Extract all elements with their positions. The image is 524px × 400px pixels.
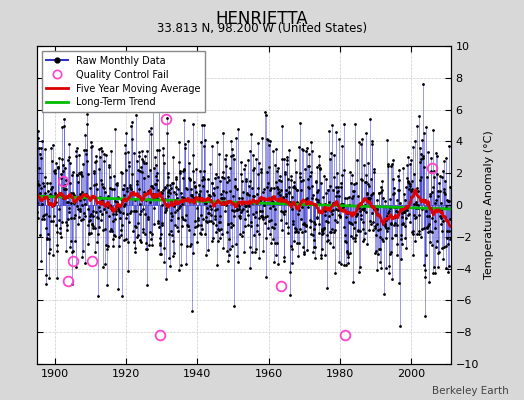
Y-axis label: Temperature Anomaly (°C): Temperature Anomaly (°C)	[484, 131, 495, 279]
Text: Berkeley Earth: Berkeley Earth	[432, 386, 508, 396]
Text: HENRIETTA: HENRIETTA	[216, 10, 308, 28]
Legend: Raw Monthly Data, Quality Control Fail, Five Year Moving Average, Long-Term Tren: Raw Monthly Data, Quality Control Fail, …	[41, 51, 205, 112]
Text: 33.813 N, 98.200 W (United States): 33.813 N, 98.200 W (United States)	[157, 22, 367, 35]
